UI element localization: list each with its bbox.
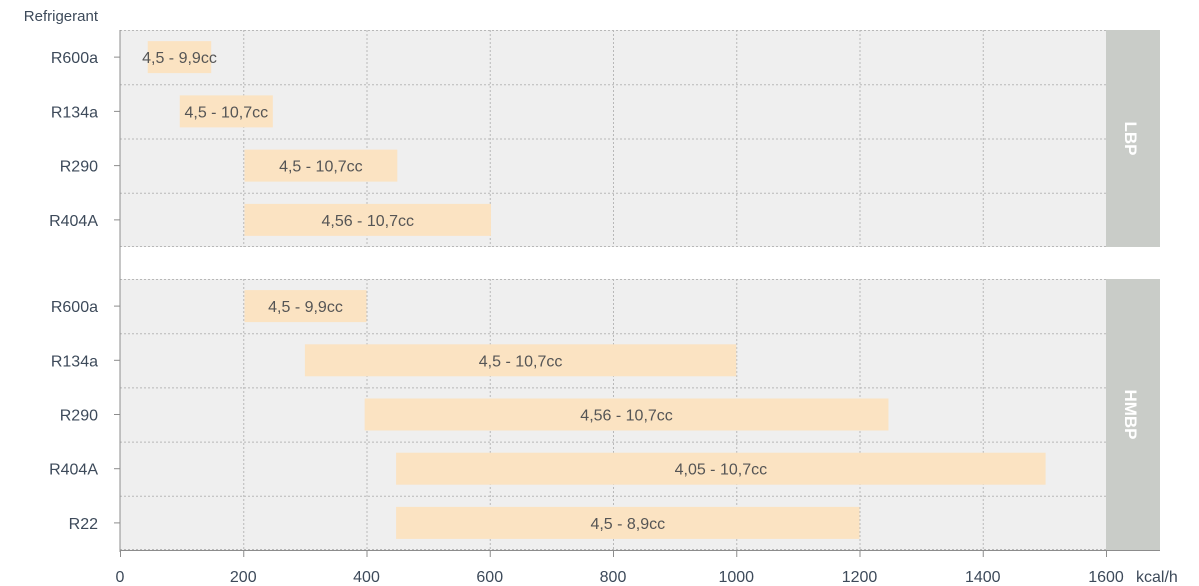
hmbp-group-tab — [1106, 279, 1160, 550]
refrigerant-label: R134a — [51, 104, 98, 121]
range-bars: 4,5 - 9,9cc 4,5 - 10,7cc 4,5 - 10,7cc 4,56 … — [142, 41, 1046, 539]
bar-value-label: 4,5 - 9,9cc — [268, 299, 343, 316]
refrigerant-label: R22 — [69, 516, 98, 533]
bar-value-label: 4,5 - 8,9cc — [590, 516, 665, 533]
bar-value-label: 4,5 - 10,7cc — [479, 353, 563, 370]
range-bar — [396, 452, 1046, 485]
grid-lines — [120, 30, 1106, 550]
refrigerant-label: R404A — [49, 213, 98, 230]
range-bar — [147, 41, 212, 74]
x-tick-label: 1400 — [965, 569, 1001, 586]
refrigerant-label: R404A — [49, 462, 98, 479]
range-bar — [244, 149, 398, 182]
x-tick-label: 400 — [353, 569, 380, 586]
refrigerant-label: R290 — [60, 408, 98, 425]
x-tick-label: 1600 — [1088, 569, 1124, 586]
range-bar — [364, 398, 889, 431]
x-tick-label: 800 — [600, 569, 627, 586]
range-bar — [244, 203, 491, 236]
lbp-group-tab — [1106, 30, 1160, 247]
range-bar — [179, 95, 273, 128]
x-tick-label: 600 — [476, 569, 503, 586]
hmbp-group-label: HMBP — [1121, 389, 1140, 439]
bar-value-label: 4,56 - 10,7cc — [321, 213, 414, 230]
refrigerant-label: R134a — [51, 353, 98, 370]
y-axis-title: Refrigerant — [24, 8, 99, 25]
refrigerant-label: R600a — [51, 50, 98, 67]
x-tick-label: 200 — [230, 569, 257, 586]
x-axis-unit: kcal/h — [1136, 569, 1178, 586]
x-tick-label: 1200 — [842, 569, 878, 586]
x-tick-label: 1000 — [718, 569, 754, 586]
refrigerant-label: R290 — [60, 159, 98, 176]
range-bar — [304, 344, 737, 377]
bar-value-label: 4,5 - 9,9cc — [142, 50, 217, 67]
bar-value-label: 4,05 - 10,7cc — [675, 462, 768, 479]
bar-value-label: 4,5 - 10,7cc — [184, 104, 268, 121]
range-bar — [244, 290, 367, 323]
lbp-group-label: LBP — [1121, 122, 1140, 156]
x-axis-ticks: 0 200 400 600 800 1000 1200 1400 1600 — [116, 550, 1124, 586]
refrigerant-labels: R600a R134a R290 R404A R600a R134a R290 R404A R2… — [49, 50, 120, 533]
bar-value-label: 4,56 - 10,7cc — [580, 408, 673, 425]
refrigerant-label: R600a — [51, 299, 98, 316]
bar-value-label: 4,5 - 10,7cc — [279, 159, 363, 176]
x-tick-label: 0 — [116, 569, 125, 586]
range-bar — [396, 506, 860, 539]
